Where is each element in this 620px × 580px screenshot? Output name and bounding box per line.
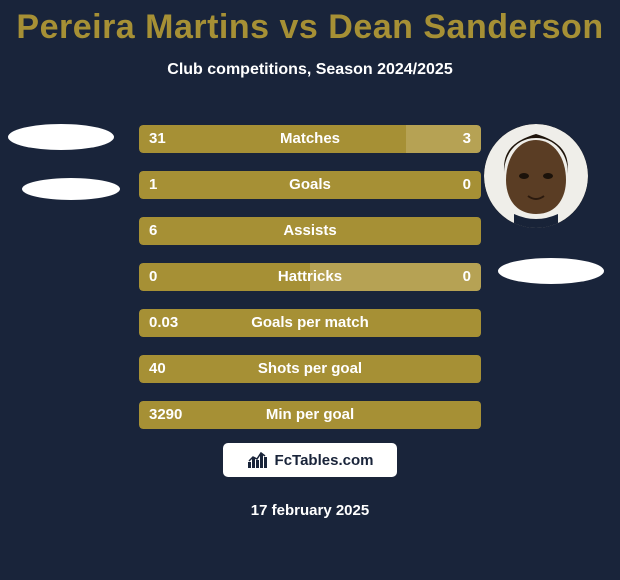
player1-name: Pereira Martins [16,8,269,46]
brand-text: FcTables.com [275,452,374,469]
player2-name: Dean Sanderson [328,8,603,46]
stats-bars: 313Matches 10Goals 6Assists 00Hattricks 0.03… [139,125,481,447]
bar-label: Assists [139,217,481,245]
avatar-left-placeholder-1 [8,124,114,150]
brand-badge[interactable]: FcTables.com [223,443,397,477]
bar-label: Shots per goal [139,355,481,383]
bar-label: Goals [139,171,481,199]
stat-row: 3290Min per goal [139,401,481,429]
stat-row: 313Matches [139,125,481,153]
stat-row: 10Goals [139,171,481,199]
comparison-title: Pereira Martins vs Dean Sanderson [0,0,620,47]
stat-row: 6Assists [139,217,481,245]
avatar-right-placeholder [498,258,604,284]
bar-label: Min per goal [139,401,481,429]
stat-row: 0.03Goals per match [139,309,481,337]
stat-row: 40Shots per goal [139,355,481,383]
vs-text: vs [280,8,319,46]
stat-row: 00Hattricks [139,263,481,291]
footer-date: 17 february 2025 [0,502,620,519]
bar-label: Goals per match [139,309,481,337]
subtitle: Club competitions, Season 2024/2025 [0,61,620,79]
fctables-logo-icon [247,450,271,470]
avatar-left-placeholder-2 [22,178,120,200]
bar-label: Hattricks [139,263,481,291]
avatar-right [484,124,588,228]
bar-label: Matches [139,125,481,153]
